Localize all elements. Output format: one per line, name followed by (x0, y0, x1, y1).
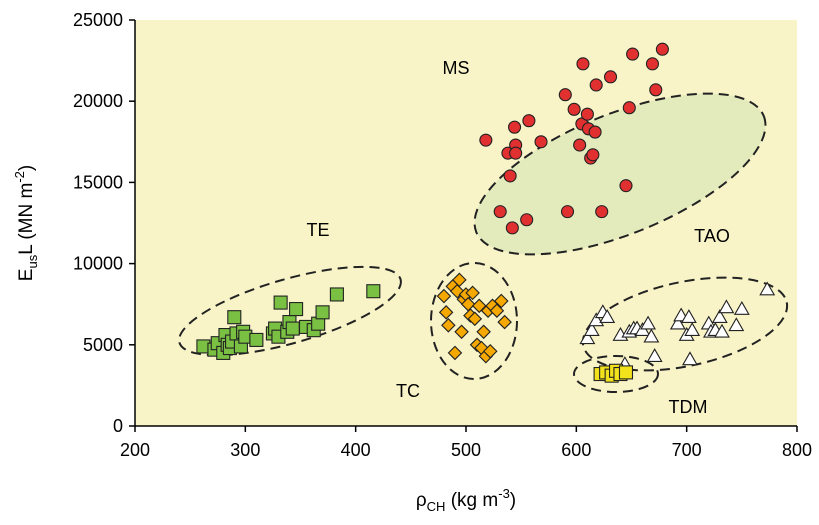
data-point (479, 133, 493, 147)
data-point (497, 314, 512, 330)
data-point (645, 57, 660, 71)
data-point (640, 315, 656, 330)
data-point (576, 57, 590, 71)
data-point (505, 221, 519, 235)
data-point (579, 330, 596, 345)
y-axis-label: EusL (MN m-2) (12, 165, 40, 281)
data-point (655, 42, 669, 56)
data-point (626, 47, 640, 61)
y-tick-label: 20000 (73, 91, 123, 111)
data-point (711, 309, 728, 323)
data-point (467, 311, 483, 327)
x-tick-label: 300 (230, 440, 260, 460)
data-point (438, 305, 454, 320)
data-point (580, 107, 594, 121)
data-point (718, 299, 735, 314)
group-ellipse-tc (430, 262, 518, 380)
data-point (452, 272, 467, 288)
data-point (315, 305, 330, 320)
data-point (503, 169, 517, 183)
data-point (646, 348, 663, 362)
data-point (558, 88, 572, 102)
data-point (249, 332, 264, 347)
group-label-tao: TAO (694, 226, 730, 246)
data-point (507, 120, 522, 134)
data-point (447, 345, 463, 361)
data-point (534, 135, 548, 149)
data-point (494, 293, 509, 309)
x-tick-label: 600 (561, 440, 591, 460)
x-tick-label: 800 (782, 440, 812, 460)
data-point (595, 205, 609, 219)
y-tick-label: 5000 (83, 335, 123, 355)
data-point (619, 179, 633, 193)
y-tick-labels: 0 5000 10000 15000 20000 25000 (73, 10, 123, 436)
data-point (560, 205, 575, 219)
data-point (493, 205, 507, 219)
data-point (586, 148, 600, 162)
x-tick-label: 500 (451, 440, 481, 460)
data-point (366, 284, 381, 299)
group-ellipses (178, 92, 789, 393)
data-point (227, 310, 242, 325)
group-ellipse-ms (473, 92, 767, 256)
data-point (454, 324, 469, 340)
data-point (733, 300, 750, 315)
data-point (759, 281, 776, 296)
x-tick-label: 400 (341, 440, 371, 460)
data-point (285, 321, 300, 336)
data-point (728, 317, 745, 332)
group-labels: MS TE TC TAO TDM (306, 58, 729, 417)
data-point (583, 322, 600, 336)
data-point (329, 287, 344, 302)
y-tick-label: 25000 (73, 10, 123, 30)
data-point (622, 101, 636, 115)
y-tick-label: 15000 (73, 172, 123, 192)
group-label-tdm: TDM (669, 397, 708, 417)
data-point (682, 351, 698, 366)
data-point (649, 83, 663, 97)
data-points (196, 42, 776, 383)
data-point (567, 102, 581, 116)
data-point (273, 295, 288, 310)
data-point (509, 146, 523, 160)
x-axis-label: ρCH (kg m-3) (416, 486, 516, 514)
data-point (476, 324, 491, 340)
data-point (465, 285, 480, 301)
x-tick-label: 700 (672, 440, 702, 460)
data-point (714, 323, 730, 338)
axes (129, 19, 798, 432)
data-point (489, 303, 505, 318)
data-point (520, 213, 534, 227)
data-point (441, 318, 456, 333)
y-tick-label: 0 (113, 416, 123, 436)
data-point (289, 302, 304, 317)
group-label-ms: MS (443, 58, 470, 78)
group-ellipse-tdm (573, 355, 659, 393)
x-tick-label: 200 (120, 440, 150, 460)
data-point (680, 309, 697, 323)
x-tick-labels: 200 300 400 500 600 700 800 (120, 440, 812, 460)
data-point (522, 114, 536, 128)
data-point (482, 344, 498, 359)
data-point (589, 78, 603, 92)
data-point (436, 288, 452, 304)
data-point (573, 138, 587, 152)
data-point (588, 125, 602, 139)
y-tick-label: 10000 (73, 254, 123, 274)
data-point (684, 322, 701, 336)
data-point (603, 70, 618, 84)
group-label-te: TE (306, 220, 329, 240)
data-point (599, 309, 616, 323)
data-point (618, 365, 634, 380)
data-point (643, 328, 660, 343)
group-ellipse-te (178, 265, 402, 357)
group-label-tc: TC (396, 381, 420, 401)
